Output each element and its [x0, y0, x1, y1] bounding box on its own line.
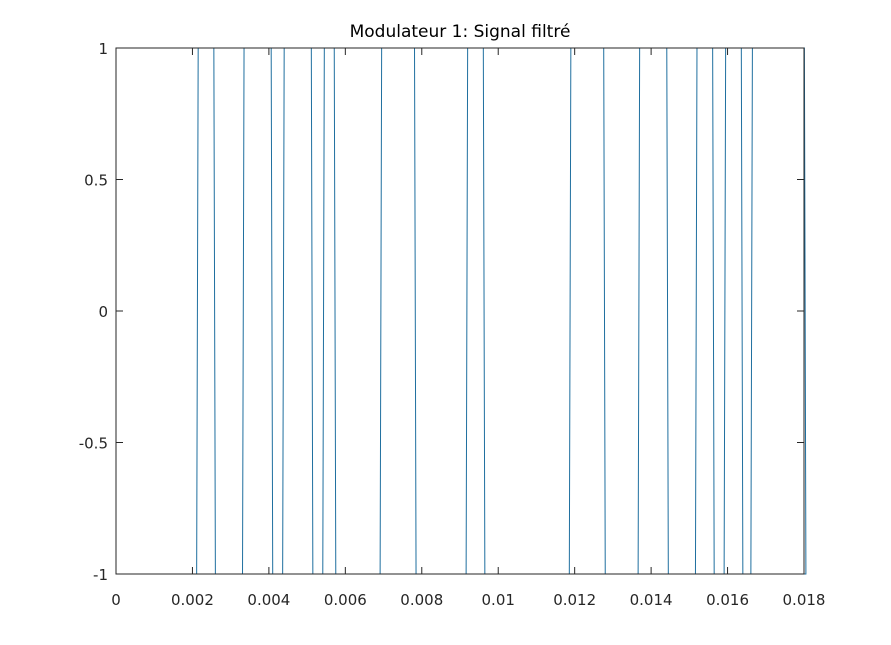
- x-tick-label: 0.008: [400, 591, 443, 609]
- y-tick-label: -1: [93, 566, 108, 584]
- x-tick-label: 0.012: [553, 591, 596, 609]
- x-tick-label: 0.002: [171, 591, 214, 609]
- chart-title: Modulateur 1: Signal filtré: [350, 22, 571, 42]
- y-tick-label: 1: [98, 40, 108, 58]
- x-tick-label: 0.016: [706, 591, 749, 609]
- x-tick-label: 0.01: [482, 591, 515, 609]
- tick-layer: 0 0.002 0.004 0.006 0.008 0.01 0.012 0.014 0.016…: [79, 40, 826, 609]
- y-tick-label: 0: [98, 303, 108, 321]
- x-tick-label: 0: [111, 591, 121, 609]
- x-tick-label: 0.014: [630, 591, 673, 609]
- axes-background: [116, 48, 804, 574]
- x-tick-label: 0.006: [324, 591, 367, 609]
- x-tick-label: 0.004: [247, 591, 290, 609]
- y-tick-label: 0.5: [84, 172, 108, 190]
- y-tick-label: -0.5: [79, 435, 108, 453]
- x-tick-label: 0.018: [783, 591, 826, 609]
